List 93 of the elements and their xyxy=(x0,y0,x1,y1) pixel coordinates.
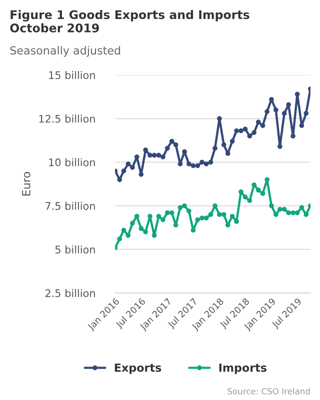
point xyxy=(178,205,183,210)
point xyxy=(178,162,183,166)
point xyxy=(256,188,261,193)
point xyxy=(143,230,148,234)
point xyxy=(217,212,222,217)
point xyxy=(234,128,239,134)
point xyxy=(130,220,135,226)
point xyxy=(260,191,266,196)
point xyxy=(269,203,274,208)
point xyxy=(126,162,131,166)
y-tick-label: 12.5 billion xyxy=(39,114,95,123)
y-axis-title: Euro xyxy=(22,172,30,196)
point xyxy=(164,210,170,216)
y-tick-label: 10 billion xyxy=(49,158,95,166)
point xyxy=(156,152,162,158)
point xyxy=(152,152,157,158)
point xyxy=(156,214,162,219)
point xyxy=(221,212,226,217)
point xyxy=(299,205,304,210)
point xyxy=(190,228,196,233)
y-tick-label: 5 billion xyxy=(55,245,95,254)
point xyxy=(169,210,174,216)
point xyxy=(230,138,235,144)
point xyxy=(160,154,166,160)
point xyxy=(173,142,178,148)
point xyxy=(256,120,261,125)
point xyxy=(290,134,296,138)
y-tick-label: 15 billion xyxy=(49,71,95,80)
y-tick-label: 7.5 billion xyxy=(46,202,95,210)
point xyxy=(134,154,140,160)
point xyxy=(282,110,287,116)
point xyxy=(282,206,287,212)
point xyxy=(169,138,174,144)
point xyxy=(247,134,252,138)
point xyxy=(182,203,187,208)
point xyxy=(225,151,230,156)
point xyxy=(160,217,166,222)
point xyxy=(260,123,266,128)
point xyxy=(242,126,248,132)
point xyxy=(277,144,282,149)
point xyxy=(200,160,204,165)
point xyxy=(234,219,239,224)
point xyxy=(252,182,257,188)
source-note: Source: CSO Ireland xyxy=(228,388,310,394)
point xyxy=(134,214,140,219)
chart-title: Figure 1 Goods Exports and Imports October 2019 xyxy=(10,10,250,32)
point xyxy=(212,146,218,151)
point xyxy=(143,148,148,152)
point xyxy=(238,189,244,194)
point xyxy=(290,210,296,216)
point xyxy=(217,116,222,122)
point xyxy=(204,162,209,166)
chart-subtitle: Seasonally adjusted xyxy=(10,46,120,57)
point xyxy=(294,92,300,97)
point xyxy=(238,128,244,134)
legend-label: Imports xyxy=(219,364,266,374)
point xyxy=(148,214,152,219)
point xyxy=(221,142,226,148)
point xyxy=(126,233,131,238)
point xyxy=(225,222,230,228)
point xyxy=(273,107,278,112)
point xyxy=(269,96,274,102)
point xyxy=(304,110,309,116)
point xyxy=(252,130,257,135)
point xyxy=(230,214,235,219)
point xyxy=(130,165,135,170)
point xyxy=(186,208,192,214)
point xyxy=(277,206,282,212)
point xyxy=(121,228,126,233)
point xyxy=(186,162,192,166)
point xyxy=(152,233,157,238)
point xyxy=(200,216,204,220)
point xyxy=(173,222,178,228)
point xyxy=(195,163,200,168)
point xyxy=(247,198,252,203)
point xyxy=(208,160,214,165)
point xyxy=(121,168,126,174)
point xyxy=(117,236,122,242)
point xyxy=(273,212,278,217)
point xyxy=(195,217,200,222)
legend-label: Exports xyxy=(114,364,162,374)
point xyxy=(299,123,304,128)
point xyxy=(242,194,248,200)
point xyxy=(164,146,170,151)
y-tick-label: 2.5 billion xyxy=(45,289,95,298)
point xyxy=(138,226,144,231)
point xyxy=(294,210,300,216)
point xyxy=(204,216,209,220)
point xyxy=(190,163,196,168)
point xyxy=(148,152,152,158)
point xyxy=(286,210,292,216)
point xyxy=(264,109,270,114)
point xyxy=(208,212,214,217)
